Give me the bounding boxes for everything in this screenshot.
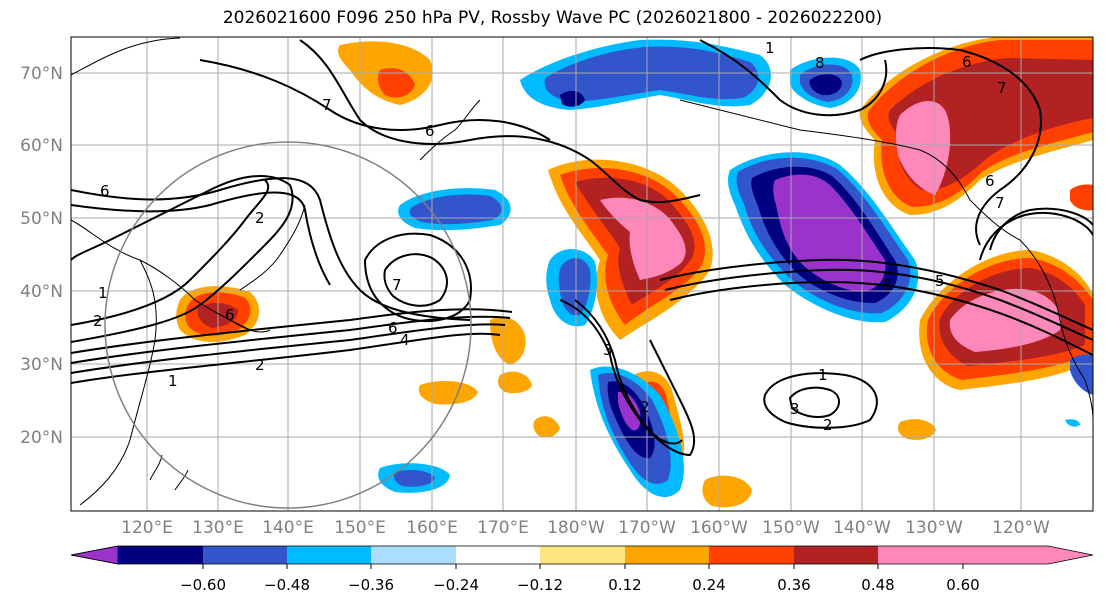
contour-label: 7: [392, 276, 402, 294]
contour-label: 3: [603, 341, 613, 359]
negative-anomaly-shading: [378, 39, 1093, 498]
colorbar-tick-label: −0.24: [433, 576, 479, 594]
contour-label: 2: [255, 356, 265, 374]
colorbar: −0.60 −0.48 −0.36 −0.24 −0.12 0.12 0.24 …: [70, 545, 1094, 594]
lon-label: 150°E: [334, 518, 386, 538]
contour-label: 8: [815, 54, 825, 72]
lon-label: 140°W: [833, 518, 891, 538]
latitude-labels: 70°N 60°N 50°N 40°N 30°N 20°N: [20, 64, 63, 448]
lat-label: 70°N: [20, 64, 63, 84]
colorbar-tick-label: 0.48: [861, 576, 894, 594]
contour-label: 2: [640, 398, 650, 416]
colorbar-swatch: [878, 546, 963, 564]
graticule: [71, 37, 1093, 511]
contour-label: 2: [255, 209, 265, 227]
map-frame: [70, 36, 1094, 512]
lat-label: 40°N: [20, 282, 63, 302]
contour-label: 3: [790, 400, 800, 418]
colorbar-tick-label: −0.48: [264, 576, 310, 594]
lon-label: 170°E: [477, 518, 529, 538]
coastline-asia: [71, 37, 251, 506]
colorbar-swatch: [794, 546, 878, 564]
contour-label: 2: [93, 312, 103, 330]
longitude-labels: 120°E 130°E 140°E 150°E 160°E 170°E 180°…: [121, 518, 1050, 538]
lon-label: 180°W: [547, 518, 605, 538]
radius-circle: [104, 141, 472, 509]
colorbar-swatch: [540, 546, 625, 564]
contour-label: 7: [997, 79, 1007, 97]
lat-label: 60°N: [20, 136, 63, 156]
pv-contours: [71, 39, 1093, 457]
contour-label: 6: [425, 122, 435, 140]
contour-label: 6: [388, 319, 398, 337]
lat-label: 20°N: [20, 428, 63, 448]
colorbar-swatch: [203, 546, 287, 564]
colorbar-tick-label: 0.24: [692, 576, 725, 594]
colorbar-swatch: [287, 546, 371, 564]
colorbar-extend-min: [70, 545, 119, 565]
contour-label: 1: [818, 366, 828, 384]
colorbar-tick-label: 0.12: [608, 576, 641, 594]
lat-label: 30°N: [20, 355, 63, 375]
colorbar-swatch: [456, 546, 540, 564]
coastline-kamchatka: [419, 99, 481, 161]
contour-label: 6: [962, 53, 972, 71]
contour-label: 2: [823, 416, 833, 434]
colorbar-tick-label: −0.36: [348, 576, 394, 594]
lon-label: 170°W: [618, 518, 676, 538]
lon-label: 120°E: [121, 518, 173, 538]
contour-label: 4: [400, 331, 410, 349]
lon-label: 130°E: [192, 518, 244, 538]
lon-label: 130°W: [905, 518, 963, 538]
contour-label: 6: [225, 306, 235, 324]
coastline-north-america: [1019, 239, 1093, 421]
contour-label: 6: [100, 182, 110, 200]
colorbar-tick-label: −0.60: [180, 576, 226, 594]
lon-label: 140°E: [262, 518, 314, 538]
lat-label: 50°N: [20, 209, 63, 229]
lon-label: 120°W: [992, 518, 1050, 538]
contour-label: 1: [98, 284, 108, 302]
contour-label-group: 1 2 2 6 6 6 4 2 1 7 6 2 7 3 3 1 2 3 5 6 …: [93, 39, 1007, 434]
colorbar-tick-label: 0.36: [777, 576, 810, 594]
contour-label: 3: [882, 276, 892, 294]
positive-anomaly-shading: [176, 37, 1093, 508]
lon-label: 160°E: [406, 518, 458, 538]
contour-label: 1: [168, 372, 178, 390]
coastlines: [71, 37, 1093, 506]
colorbar-tick-label: 0.60: [946, 576, 979, 594]
colorbar-swatch: [625, 546, 709, 564]
contour-label: 7: [322, 96, 332, 114]
colorbar-extend-max: [963, 546, 1093, 564]
colorbar-tick-label: −0.12: [517, 576, 563, 594]
contour-label: 1: [765, 39, 775, 57]
colorbar-swatch: [709, 546, 794, 564]
colorbar-swatch: [371, 546, 456, 564]
coastline-alaska: [679, 99, 1021, 241]
lon-label: 160°W: [690, 518, 748, 538]
contour-label: 6: [985, 172, 995, 190]
contour-label: 5: [935, 272, 945, 290]
lon-label: 150°W: [762, 518, 820, 538]
contour-label: 7: [995, 194, 1005, 212]
map-title: 2026021600 F096 250 hPa PV, Rossby Wave …: [222, 8, 883, 28]
colorbar-swatch: [118, 546, 203, 564]
